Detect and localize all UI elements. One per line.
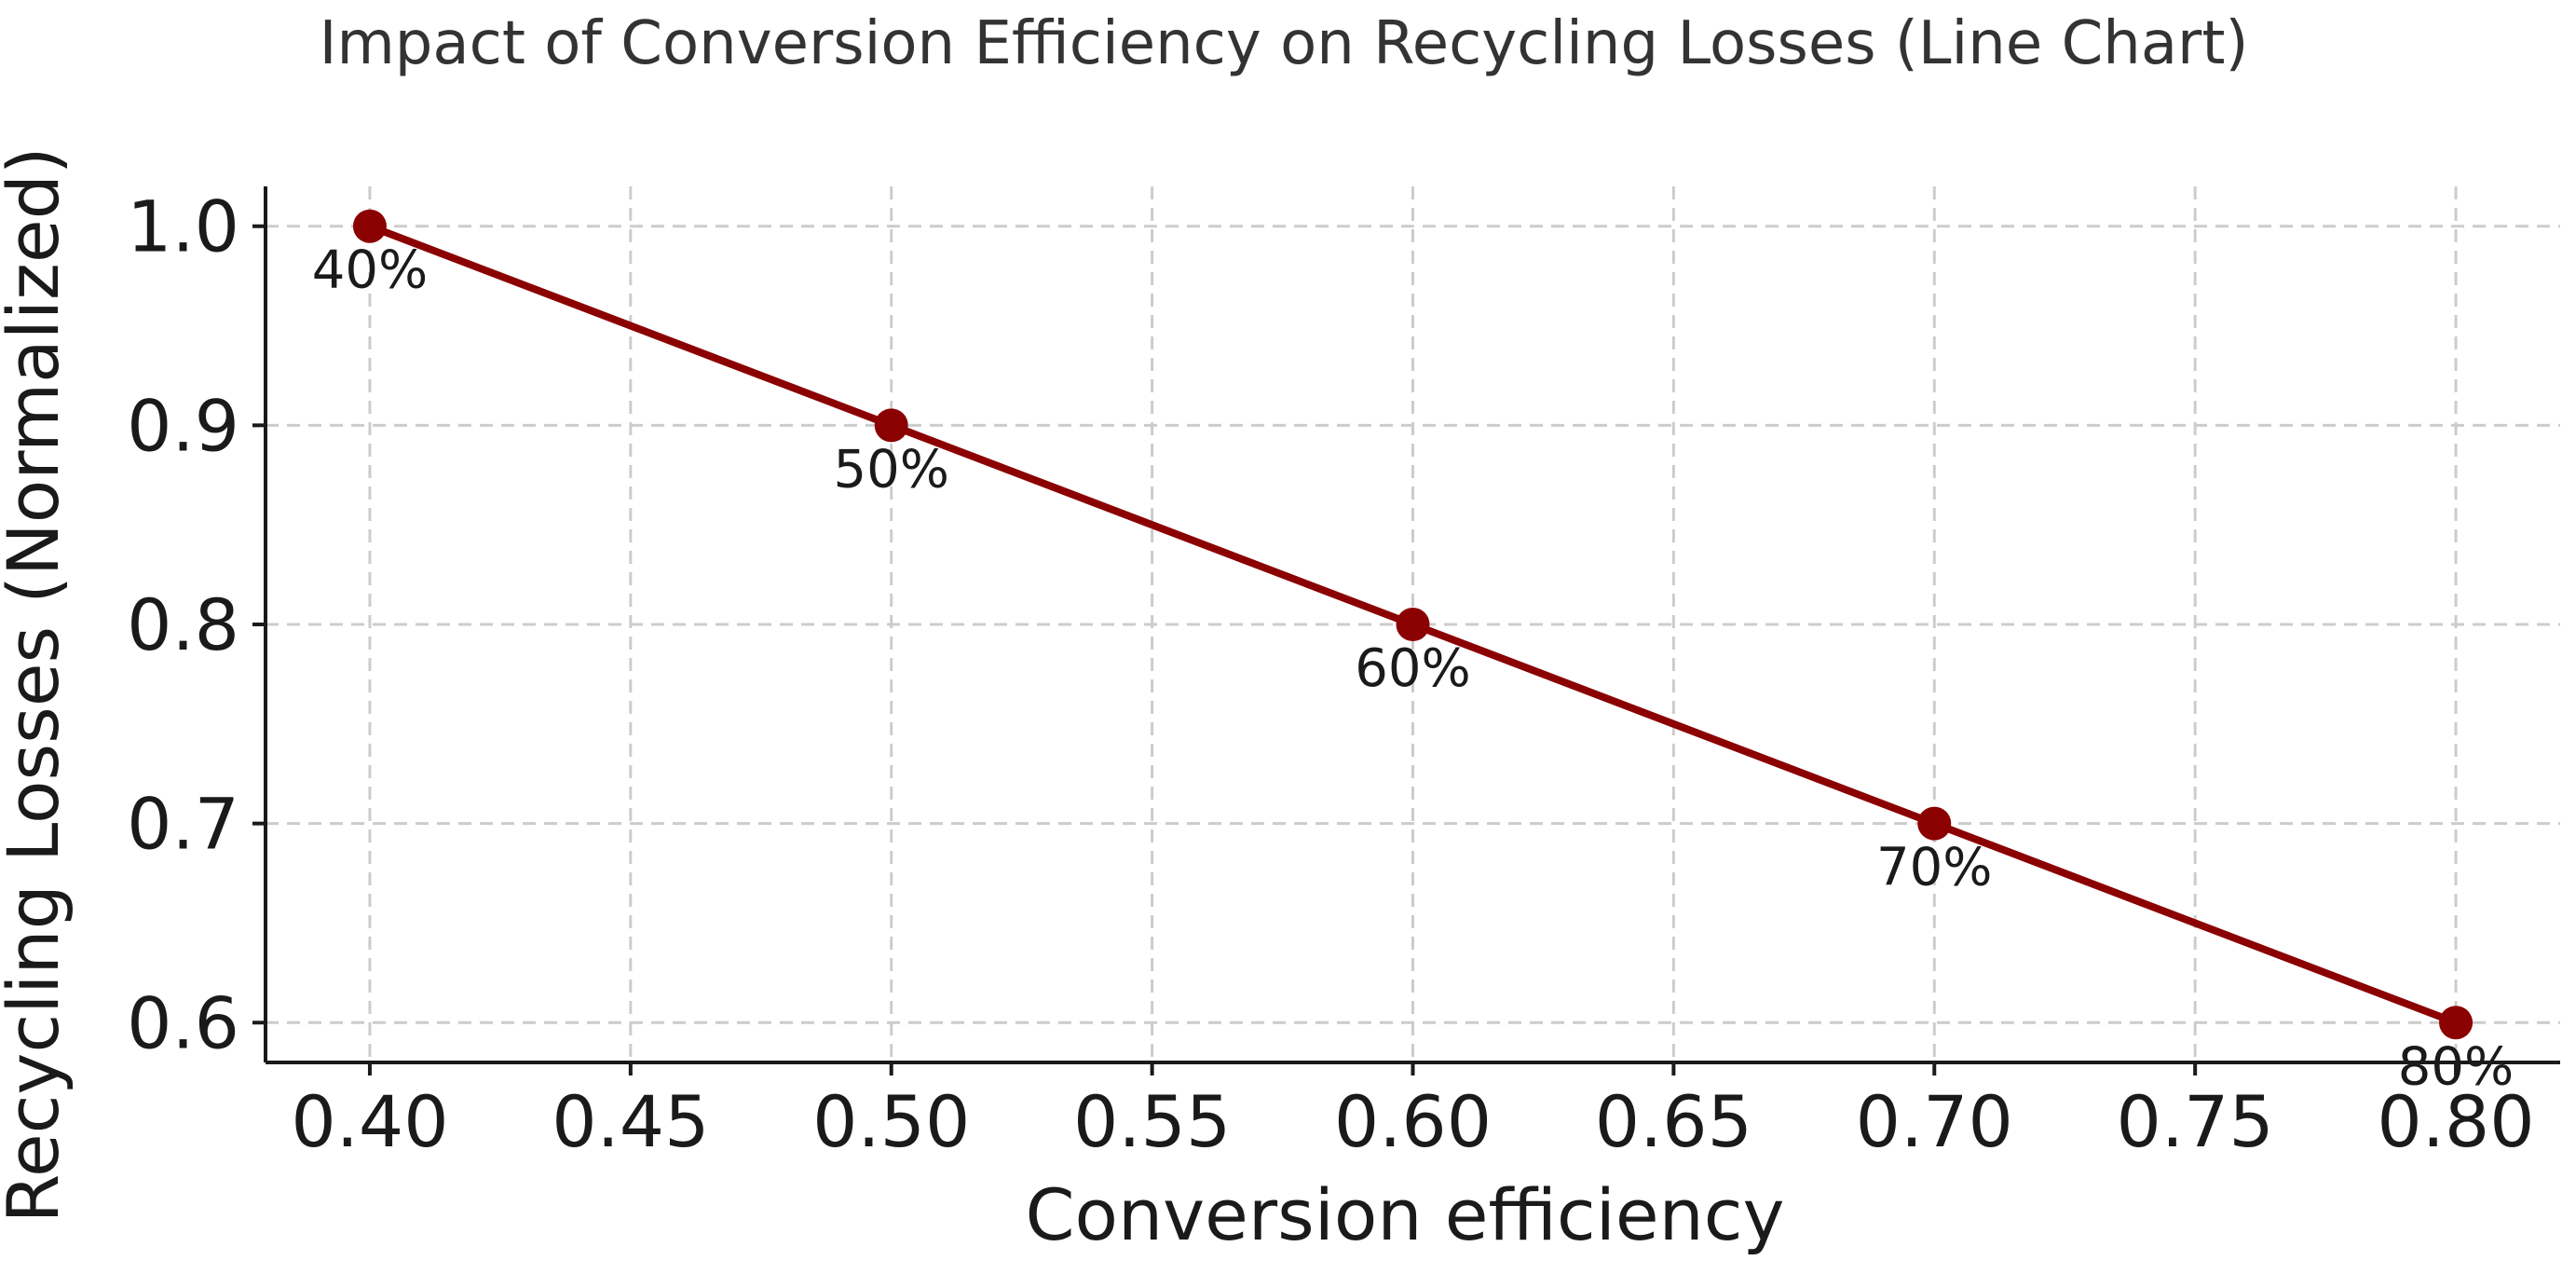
y-axis-ticks: 0.6 0.7 0.8 0.9 1.0 [127, 185, 266, 1064]
y-tick-label: 0.8 [127, 583, 239, 666]
data-point [1396, 608, 1430, 641]
x-axis-ticks: 0.40 0.45 0.50 0.55 0.60 0.65 0.70 0.75 0.80 [291, 1062, 2535, 1163]
data-point-label: 80% [2398, 1036, 2514, 1097]
data-point [874, 408, 908, 443]
x-tick-label: 0.40 [291, 1080, 448, 1163]
y-tick-label: 1.0 [127, 185, 239, 268]
x-axis-label: Conversion efficiency [1025, 1173, 1784, 1256]
x-tick-label: 0.65 [1595, 1080, 1752, 1163]
data-point-label: 40% [312, 240, 428, 301]
y-tick-label: 0.6 [127, 981, 239, 1064]
y-tick-label: 0.9 [127, 384, 239, 467]
y-axis-label: Recycling Losses (Normalized) [0, 147, 75, 1224]
grid-lines [266, 186, 2560, 1062]
data-point-label: 60% [1355, 638, 1470, 699]
data-point [2439, 1006, 2474, 1040]
x-tick-label: 0.50 [812, 1080, 970, 1163]
series-layer [352, 209, 2474, 1040]
chart-title: Impact of Conversion Efficiency on Recyc… [320, 9, 2249, 78]
y-tick-label: 0.7 [127, 783, 239, 866]
x-tick-label: 0.45 [552, 1080, 709, 1163]
data-point [1917, 806, 1952, 841]
x-tick-label: 0.75 [2117, 1080, 2274, 1163]
x-tick-label: 0.70 [1856, 1080, 2013, 1163]
x-tick-label: 0.80 [2377, 1080, 2534, 1163]
x-tick-label: 0.60 [1334, 1080, 1492, 1163]
data-point-label: 70% [1876, 838, 1992, 898]
data-point [352, 209, 387, 243]
point-labels: 40% 50% 60% 70% 80% [312, 240, 2515, 1098]
data-point-label: 50% [833, 439, 948, 500]
x-tick-label: 0.55 [1073, 1080, 1231, 1163]
